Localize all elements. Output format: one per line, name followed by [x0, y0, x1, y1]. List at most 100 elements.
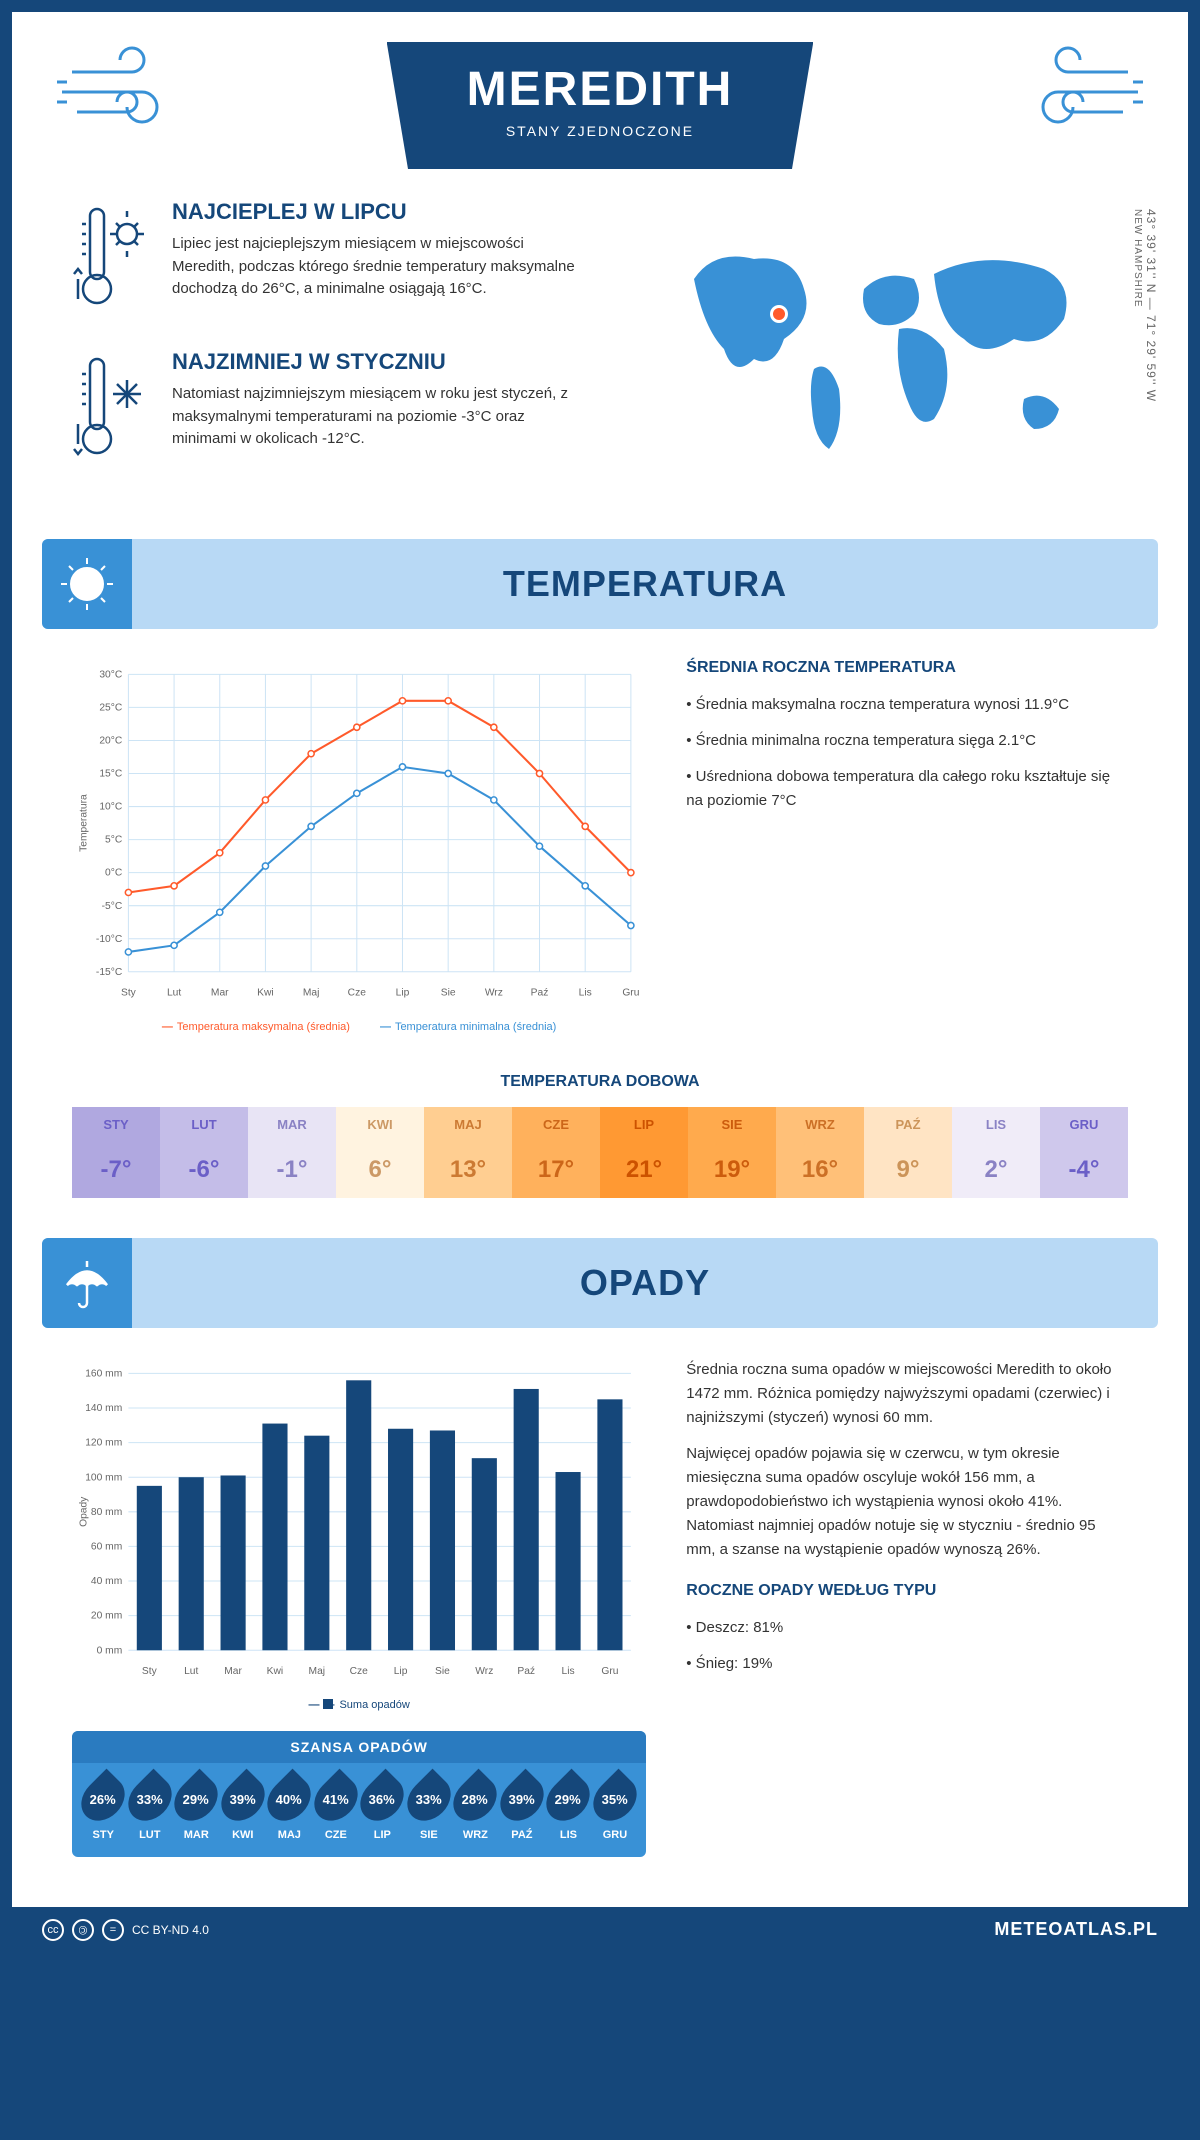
- svg-text:25°C: 25°C: [99, 703, 123, 714]
- svg-text:Lut: Lut: [184, 1665, 198, 1676]
- svg-text:Lis: Lis: [562, 1665, 575, 1676]
- svg-text:30°C: 30°C: [99, 669, 123, 680]
- svg-text:Cze: Cze: [350, 1665, 369, 1676]
- precip-text-2: Najwięcej opadów pojawia się w czerwcu, …: [686, 1442, 1128, 1562]
- precip-text-1: Średnia roczna suma opadów w miejscowośc…: [686, 1358, 1128, 1430]
- precipitation-section-header: OPADY: [42, 1238, 1158, 1328]
- hot-fact-title: NAJCIEPLEJ W LIPCU: [172, 199, 580, 225]
- svg-text:-15°C: -15°C: [96, 967, 123, 978]
- svg-text:40 mm: 40 mm: [91, 1576, 122, 1587]
- sun-icon: [42, 539, 132, 629]
- daily-temp-cell: KWI6°: [336, 1107, 424, 1198]
- svg-text:20°C: 20°C: [99, 736, 123, 747]
- cold-fact-text: Natomiast najzimniejszym miesiącem w rok…: [172, 383, 580, 451]
- svg-text:20 mm: 20 mm: [91, 1610, 122, 1621]
- daily-temp-cell: GRU-4°: [1040, 1107, 1128, 1198]
- chance-drop: 33%SIE: [406, 1775, 453, 1841]
- svg-text:60 mm: 60 mm: [91, 1541, 122, 1552]
- chance-drop: 41%CZE: [313, 1775, 360, 1841]
- daily-temp-cell: WRZ16°: [776, 1107, 864, 1198]
- svg-text:-5°C: -5°C: [102, 901, 123, 912]
- intro-section: NAJCIEPLEJ W LIPCU Lipiec jest najcieple…: [12, 179, 1188, 539]
- svg-text:10°C: 10°C: [99, 802, 123, 813]
- chance-drop: 39%KWI: [220, 1775, 267, 1841]
- daily-temp-cell: CZE17°: [512, 1107, 600, 1198]
- cold-fact-title: NAJZIMNIEJ W STYCZNIU: [172, 349, 580, 375]
- license-text: CC BY-ND 4.0: [132, 1923, 209, 1937]
- svg-text:Lip: Lip: [396, 987, 410, 998]
- daily-temp-cell: LUT-6°: [160, 1107, 248, 1198]
- svg-text:Lut: Lut: [167, 987, 181, 998]
- temperature-legend: Temperatura maksymalna (średnia)Temperat…: [72, 1021, 646, 1033]
- chance-title: SZANSA OPADÓW: [72, 1731, 646, 1763]
- wind-icon-right: [1008, 42, 1148, 142]
- chance-drop: 39%PAŹ: [499, 1775, 546, 1841]
- svg-text:Temperatura: Temperatura: [78, 794, 89, 852]
- city-title: MEREDITH: [467, 62, 734, 117]
- svg-text:15°C: 15°C: [99, 769, 123, 780]
- precipitation-chart-row: 0 mm20 mm40 mm60 mm80 mm100 mm120 mm140 …: [12, 1328, 1188, 1887]
- hot-fact: NAJCIEPLEJ W LIPCU Lipiec jest najcieple…: [72, 199, 580, 319]
- svg-text:Gru: Gru: [622, 987, 639, 998]
- temperature-title: TEMPERATURA: [132, 563, 1158, 605]
- daily-temp-cell: STY-7°: [72, 1107, 160, 1198]
- license-block: cc 🄯 = CC BY-ND 4.0: [42, 1919, 209, 1941]
- svg-text:Sie: Sie: [435, 1665, 450, 1676]
- precipitation-chance-box: SZANSA OPADÓW 26%STY33%LUT29%MAR39%KWI40…: [72, 1731, 646, 1857]
- country-subtitle: STANY ZJEDNOCZONE: [467, 123, 734, 139]
- svg-text:Paź: Paź: [517, 1665, 535, 1676]
- svg-text:Opady: Opady: [78, 1495, 89, 1526]
- cold-fact: NAJZIMNIEJ W STYCZNIU Natomiast najzimni…: [72, 349, 580, 469]
- temp-summary-bullet: • Średnia minimalna roczna temperatura s…: [686, 729, 1128, 753]
- coordinates: 43° 39' 31'' N — 71° 29' 59'' W NEW HAMP…: [1130, 209, 1158, 402]
- svg-text:Lis: Lis: [579, 987, 592, 998]
- map-column: 43° 39' 31'' N — 71° 29' 59'' W NEW HAMP…: [620, 199, 1128, 499]
- chance-drop: 26%STY: [80, 1775, 127, 1841]
- svg-text:Sty: Sty: [142, 1665, 158, 1676]
- svg-text:160 mm: 160 mm: [85, 1368, 122, 1379]
- chance-drop: 35%GRU: [592, 1775, 639, 1841]
- svg-text:Maj: Maj: [303, 987, 320, 998]
- daily-temperature-table: TEMPERATURA DOBOWA STY-7°LUT-6°MAR-1°KWI…: [12, 1063, 1188, 1238]
- svg-text:Lip: Lip: [394, 1665, 408, 1676]
- svg-text:Kwi: Kwi: [267, 1665, 284, 1676]
- precipitation-legend: Suma opadów: [72, 1699, 646, 1711]
- daily-temp-cell: LIP21°: [600, 1107, 688, 1198]
- temperature-chart-row: -15°C-10°C-5°C0°C5°C10°C15°C20°C25°C30°C…: [12, 629, 1188, 1063]
- daily-temp-cell: SIE19°: [688, 1107, 776, 1198]
- svg-text:Mar: Mar: [224, 1665, 242, 1676]
- svg-text:120 mm: 120 mm: [85, 1437, 122, 1448]
- precip-type-rain: • Deszcz: 81%: [686, 1616, 1128, 1640]
- svg-text:140 mm: 140 mm: [85, 1403, 122, 1414]
- temperature-section-header: TEMPERATURA: [42, 539, 1158, 629]
- svg-text:Paź: Paź: [531, 987, 549, 998]
- svg-text:Wrz: Wrz: [475, 1665, 493, 1676]
- svg-text:Sty: Sty: [121, 987, 137, 998]
- chance-drop: 40%MAJ: [266, 1775, 313, 1841]
- footer: cc 🄯 = CC BY-ND 4.0 METEOATLAS.PL: [12, 1907, 1188, 1953]
- daily-temp-cell: MAJ13°: [424, 1107, 512, 1198]
- svg-text:0 mm: 0 mm: [97, 1645, 123, 1656]
- header: MEREDITH STANY ZJEDNOCZONE: [12, 12, 1188, 179]
- daily-temp-cell: PAŹ9°: [864, 1107, 952, 1198]
- by-icon: 🄯: [72, 1919, 94, 1941]
- thermometer-cold-icon: [72, 349, 152, 469]
- svg-text:Gru: Gru: [601, 1665, 618, 1676]
- temp-summary-title: ŚREDNIA ROCZNA TEMPERATURA: [686, 659, 1128, 677]
- chance-drop: 28%WRZ: [452, 1775, 499, 1841]
- cc-icon: cc: [42, 1919, 64, 1941]
- temp-summary-bullet: • Średnia maksymalna roczna temperatura …: [686, 693, 1128, 717]
- world-map-icon: [664, 229, 1084, 469]
- svg-text:Sie: Sie: [441, 987, 456, 998]
- svg-text:Mar: Mar: [211, 987, 229, 998]
- svg-text:100 mm: 100 mm: [85, 1472, 122, 1483]
- precipitation-bar-chart: 0 mm20 mm40 mm60 mm80 mm100 mm120 mm140 …: [72, 1358, 646, 1857]
- svg-text:0°C: 0°C: [105, 868, 123, 879]
- temperature-summary: ŚREDNIA ROCZNA TEMPERATURA • Średnia mak…: [686, 659, 1128, 1033]
- precipitation-summary: Średnia roczna suma opadów w miejscowośc…: [686, 1358, 1128, 1857]
- facts-column: NAJCIEPLEJ W LIPCU Lipiec jest najcieple…: [72, 199, 580, 499]
- nd-icon: =: [102, 1919, 124, 1941]
- chance-drop: 33%LUT: [127, 1775, 174, 1841]
- precip-type-title: ROCZNE OPADY WEDŁUG TYPU: [686, 1582, 1128, 1600]
- temp-summary-bullet: • Uśredniona dobowa temperatura dla całe…: [686, 765, 1128, 813]
